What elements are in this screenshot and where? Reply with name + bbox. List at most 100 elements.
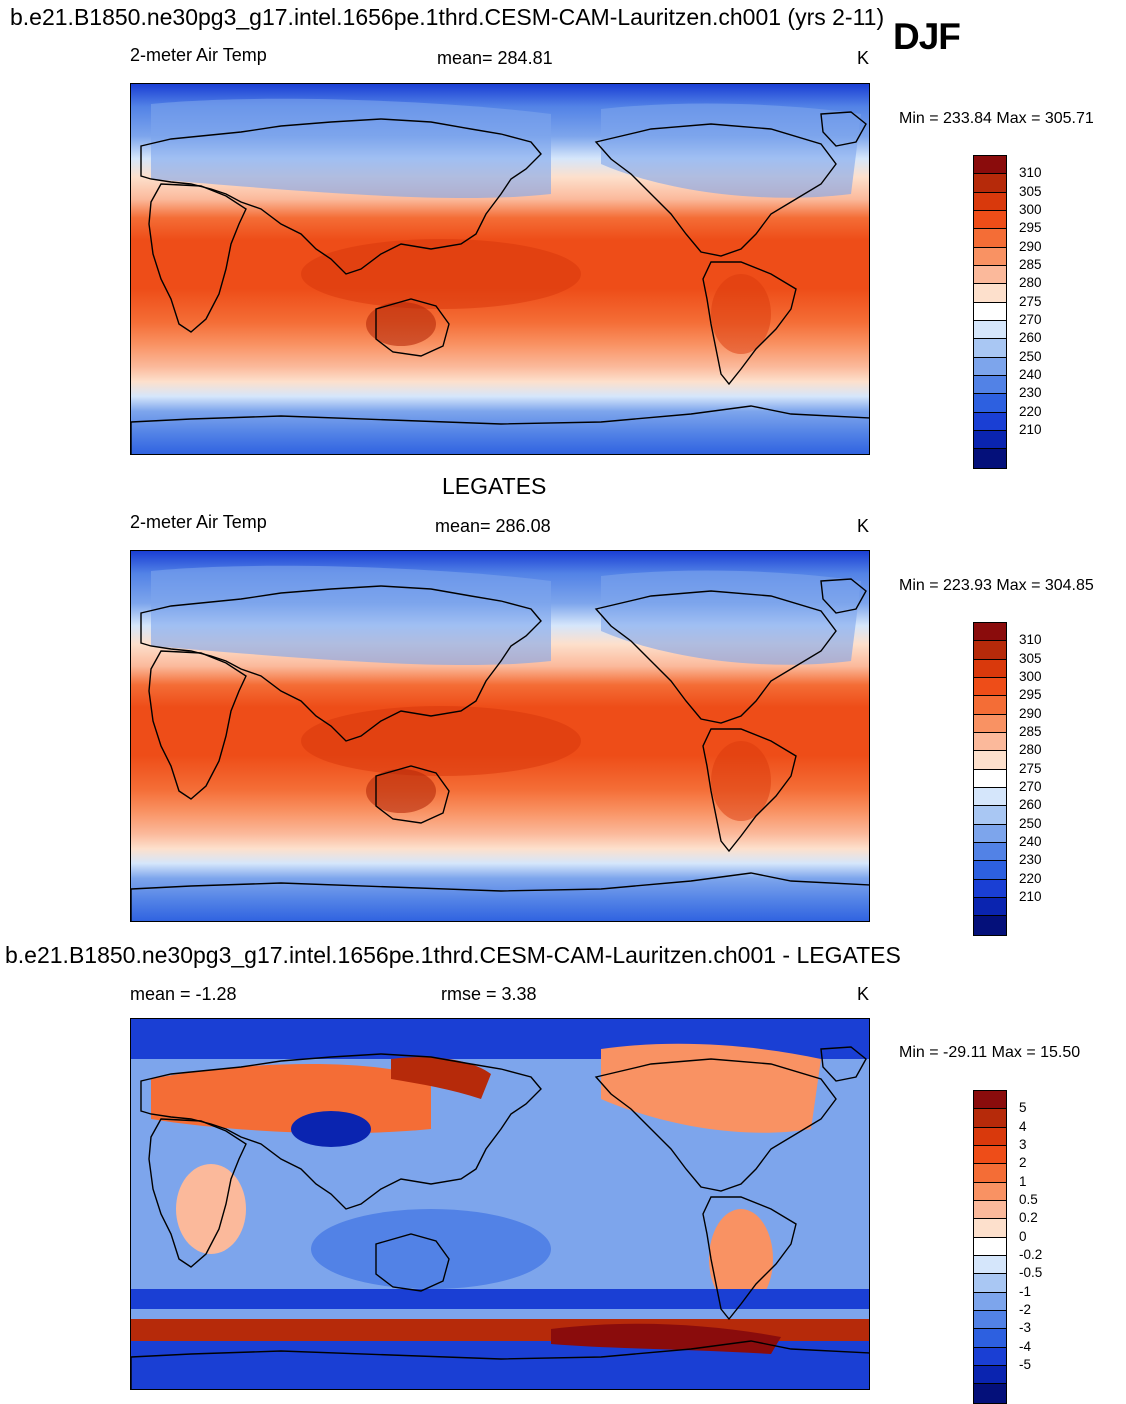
colorbar-tick-label: 285 (1019, 256, 1042, 272)
colorbar-tick-label: 280 (1019, 742, 1042, 758)
colorbar-tick-label: 290 (1019, 705, 1042, 721)
colorbar-swatch (974, 787, 1006, 807)
colorbar-tick-label: 230 (1019, 385, 1042, 401)
colorbar-tick-label: -0.5 (1019, 1265, 1043, 1281)
colorbar-swatch (974, 714, 1006, 733)
colorbar-tick-label: 230 (1019, 852, 1042, 868)
colorbar-swatch (974, 1310, 1006, 1330)
colorbar-swatch (974, 732, 1006, 752)
colorbar-tick-label: -2 (1019, 1301, 1032, 1317)
colorbar-swatch (974, 1219, 1006, 1238)
colorbar-tick-label: 1 (1019, 1173, 1027, 1189)
panel3-map (130, 1018, 870, 1390)
panel3-title: b.e21.B1850.ne30pg3_g17.intel.1656pe.1th… (5, 942, 901, 968)
colorbar-swatch (974, 430, 1006, 450)
colorbar-tick-label: 270 (1019, 311, 1042, 327)
colorbar-tick-label: -5 (1019, 1356, 1032, 1372)
panel2-units-label: K (857, 516, 870, 536)
colorbar-tick-label: 0.2 (1019, 1210, 1038, 1226)
colorbar-tick-label: 295 (1019, 220, 1042, 236)
colorbar-swatch (974, 916, 1006, 935)
colorbar-swatch (974, 677, 1006, 697)
colorbar-swatch (974, 861, 1006, 880)
colorbar-swatch (974, 1127, 1006, 1146)
panel3-minmax-label: Min = -29.11 Max = 15.50 (899, 1044, 1081, 1061)
colorbar-swatch (974, 284, 1006, 303)
colorbar-swatch (974, 806, 1006, 825)
panel2-title: LEGATES (442, 473, 547, 499)
colorbar-swatch (974, 247, 1006, 266)
panel2-variable-label: 2-meter Air Temp (130, 512, 267, 532)
colorbar-tick-label: 295 (1019, 687, 1042, 703)
colorbar-tick-label: 210 (1019, 421, 1042, 437)
panel3-rmse-label: rmse = 3.38 (441, 984, 537, 1004)
colorbar-tick-label: -4 (1019, 1338, 1032, 1354)
colorbar-tick-label: 4 (1019, 1118, 1027, 1134)
colorbar-tick-label: 5 (1019, 1100, 1027, 1116)
colorbar-tick-label: 310 (1019, 165, 1042, 181)
colorbar-tick-label: 240 (1019, 833, 1042, 849)
colorbar-swatch (974, 1329, 1006, 1348)
colorbar-swatch (974, 1182, 1006, 1201)
colorbar-swatch (974, 357, 1006, 376)
colorbar-tick-label: -3 (1019, 1320, 1032, 1336)
panel2-colorbar (973, 622, 1007, 936)
colorbar-swatch (974, 696, 1006, 715)
colorbar-tick-label: 240 (1019, 366, 1042, 382)
panel1-variable-label: 2-meter Air Temp (130, 45, 267, 65)
colorbar-tick-label: 250 (1019, 815, 1042, 831)
colorbar-swatch (974, 1109, 1006, 1128)
colorbar-swatch (974, 1384, 1006, 1403)
colorbar-swatch (974, 659, 1006, 678)
colorbar-swatch (974, 229, 1006, 248)
panel1-colorbar (973, 155, 1007, 469)
colorbar-tick-label: 250 (1019, 348, 1042, 364)
panel2-map (130, 550, 870, 922)
colorbar-tick-label: 300 (1019, 668, 1042, 684)
panel2-mean-label: mean= 286.08 (435, 516, 551, 536)
panel1-map (130, 83, 870, 455)
colorbar-tick-label: 290 (1019, 238, 1042, 254)
colorbar-tick-label: 2 (1019, 1155, 1027, 1171)
colorbar-tick-label: 300 (1019, 201, 1042, 217)
colorbar-swatch (974, 412, 1006, 431)
colorbar-tick-label: -0.2 (1019, 1246, 1043, 1262)
colorbar-tick-label: 305 (1019, 183, 1042, 199)
colorbar-swatch (974, 1255, 1006, 1275)
colorbar-swatch (974, 156, 1006, 175)
colorbar-tick-label: 310 (1019, 632, 1042, 648)
colorbar-swatch (974, 769, 1006, 788)
panel3-colorbar (973, 1090, 1007, 1404)
colorbar-swatch (974, 623, 1006, 642)
colorbar-swatch (974, 897, 1006, 917)
colorbar-swatch (974, 375, 1006, 395)
colorbar-tick-label: 260 (1019, 330, 1042, 346)
colorbar-tick-label: 220 (1019, 403, 1042, 419)
colorbar-swatch (974, 265, 1006, 285)
colorbar-swatch (974, 1274, 1006, 1293)
colorbar-swatch (974, 842, 1006, 862)
panel3-units-label: K (857, 984, 870, 1004)
colorbar-swatch (974, 1237, 1006, 1256)
colorbar-tick-label: 275 (1019, 293, 1042, 309)
colorbar-swatch (974, 339, 1006, 358)
colorbar-swatch (974, 1164, 1006, 1183)
season-label: DJF (893, 16, 961, 57)
colorbar-swatch (974, 394, 1006, 413)
colorbar-tick-label: 0.5 (1019, 1191, 1038, 1207)
colorbar-swatch (974, 1091, 1006, 1110)
colorbar-swatch (974, 1347, 1006, 1366)
colorbar-swatch (974, 641, 1006, 660)
colorbar-swatch (974, 320, 1006, 340)
colorbar-swatch (974, 1292, 1006, 1311)
colorbar-swatch (974, 751, 1006, 770)
panel2-minmax-label: Min = 223.93 Max = 304.85 (899, 577, 1094, 594)
colorbar-tick-label: 220 (1019, 870, 1042, 886)
colorbar-swatch (974, 174, 1006, 193)
colorbar-swatch (974, 1365, 1006, 1385)
colorbar-swatch (974, 192, 1006, 211)
colorbar-swatch (974, 210, 1006, 230)
figure-title: b.e21.B1850.ne30pg3_g17.intel.1656pe.1th… (10, 4, 885, 30)
colorbar-tick-label: 3 (1019, 1136, 1027, 1152)
colorbar-tick-label: 0 (1019, 1228, 1027, 1244)
